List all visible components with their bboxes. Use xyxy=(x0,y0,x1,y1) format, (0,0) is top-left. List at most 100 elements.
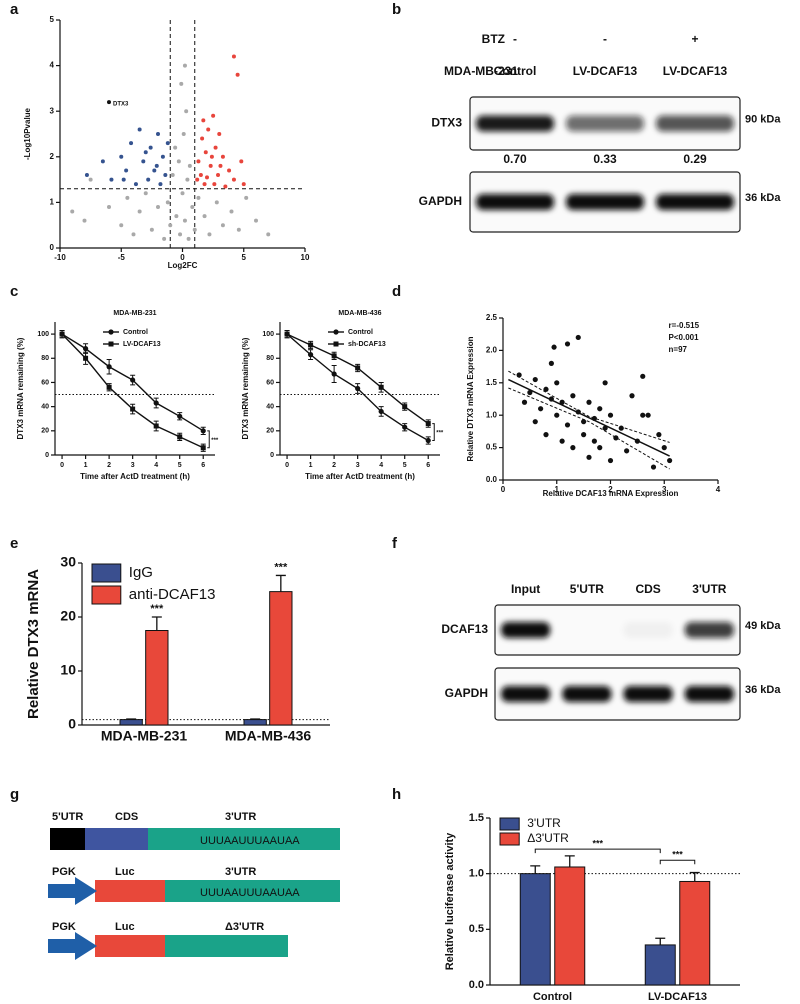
point xyxy=(209,154,214,159)
fit-line xyxy=(508,378,670,457)
point xyxy=(586,454,592,460)
point xyxy=(586,399,592,405)
sequence-label: UUUAAUUUAAUAA xyxy=(200,835,300,847)
x-tick-label: 2 xyxy=(332,462,336,469)
point xyxy=(656,432,662,438)
lane-label: Input xyxy=(511,582,540,596)
construct-segment xyxy=(85,828,148,850)
band xyxy=(566,115,644,132)
point xyxy=(543,386,549,392)
marker xyxy=(200,445,206,451)
point xyxy=(196,159,201,164)
point xyxy=(182,63,187,68)
point xyxy=(178,232,183,237)
legend-marker xyxy=(333,341,339,347)
construct-segment xyxy=(50,828,85,850)
point xyxy=(124,168,129,173)
point xyxy=(581,432,587,438)
point xyxy=(88,177,93,182)
y-tick-label: 0 xyxy=(68,716,76,732)
panel-label: a xyxy=(10,1,19,18)
size-label: 36 kDa xyxy=(745,684,781,696)
point xyxy=(168,223,173,228)
promoter-arrow xyxy=(48,877,97,905)
x-tick-label: MDA-MB-436 xyxy=(225,728,312,744)
point xyxy=(148,145,153,150)
y-tick-label: 3 xyxy=(50,106,55,115)
point xyxy=(254,218,258,223)
y-axis-label: Relative DTX3 mRNA Expression xyxy=(466,336,475,461)
treatment-label: BTZ xyxy=(482,32,505,46)
point xyxy=(227,168,232,173)
point xyxy=(186,236,191,241)
point xyxy=(597,406,603,412)
y-tick-label: 5 xyxy=(50,15,55,24)
point xyxy=(640,373,646,379)
point xyxy=(208,163,213,168)
treatment-sign: + xyxy=(691,32,698,46)
point xyxy=(591,438,597,444)
significance-bracket xyxy=(432,423,435,441)
point xyxy=(624,448,630,454)
row-label: GAPDH xyxy=(419,194,462,208)
point xyxy=(211,113,216,118)
point xyxy=(213,145,218,150)
y-tick-label: 2.5 xyxy=(486,313,498,322)
point xyxy=(205,175,209,180)
error-bar xyxy=(655,937,666,945)
legend-label: Control xyxy=(348,329,373,336)
panel-label: h xyxy=(392,786,401,803)
point xyxy=(187,163,192,168)
band xyxy=(501,622,551,638)
point xyxy=(133,182,138,187)
significance-label: *** xyxy=(274,561,288,573)
x-tick-label: 3 xyxy=(662,485,667,494)
marker xyxy=(130,377,136,383)
marker xyxy=(177,434,183,440)
point xyxy=(143,150,148,155)
band xyxy=(656,115,734,132)
point xyxy=(640,412,646,418)
stat-label: P<0.001 xyxy=(669,333,700,342)
point xyxy=(202,214,207,219)
band xyxy=(623,622,673,638)
point xyxy=(548,360,554,366)
blot-frame xyxy=(494,667,741,721)
marker xyxy=(355,365,361,371)
quant-label: 0.33 xyxy=(593,152,617,166)
y-tick-label: 100 xyxy=(262,331,274,338)
confidence-band xyxy=(508,387,670,470)
point xyxy=(180,191,185,196)
construct-segment xyxy=(165,880,340,902)
point xyxy=(158,182,163,187)
marker xyxy=(177,413,183,419)
marker xyxy=(200,428,206,434)
y-tick-label: 2.0 xyxy=(486,346,498,355)
y-tick-label: 1.5 xyxy=(486,378,498,387)
legend-label: 3'UTR xyxy=(527,816,561,830)
x-tick-label: 3 xyxy=(356,462,360,469)
error-bar xyxy=(275,574,286,592)
error-bar xyxy=(530,865,541,874)
panel-label: d xyxy=(392,283,401,300)
point xyxy=(532,419,538,425)
marker xyxy=(284,331,290,337)
point xyxy=(661,445,667,451)
marker xyxy=(83,355,89,361)
band xyxy=(623,686,673,702)
marker xyxy=(331,353,337,359)
x-axis-label: Time after ActD treatment (h) xyxy=(305,472,415,481)
x-tick-label: 2 xyxy=(107,462,111,469)
point xyxy=(607,457,614,464)
y-tick-label: 2 xyxy=(50,152,55,161)
point xyxy=(119,154,124,159)
legend-swatch xyxy=(91,585,122,605)
x-tick-label: 0 xyxy=(285,462,289,469)
point xyxy=(160,154,165,159)
point xyxy=(190,204,195,209)
point xyxy=(192,227,197,232)
y-axis-label: Relative DTX3 mRNA xyxy=(25,569,42,719)
y-tick-label: 40 xyxy=(41,403,49,410)
y-tick-label: 0 xyxy=(50,243,55,252)
x-tick-label: 6 xyxy=(201,462,205,469)
